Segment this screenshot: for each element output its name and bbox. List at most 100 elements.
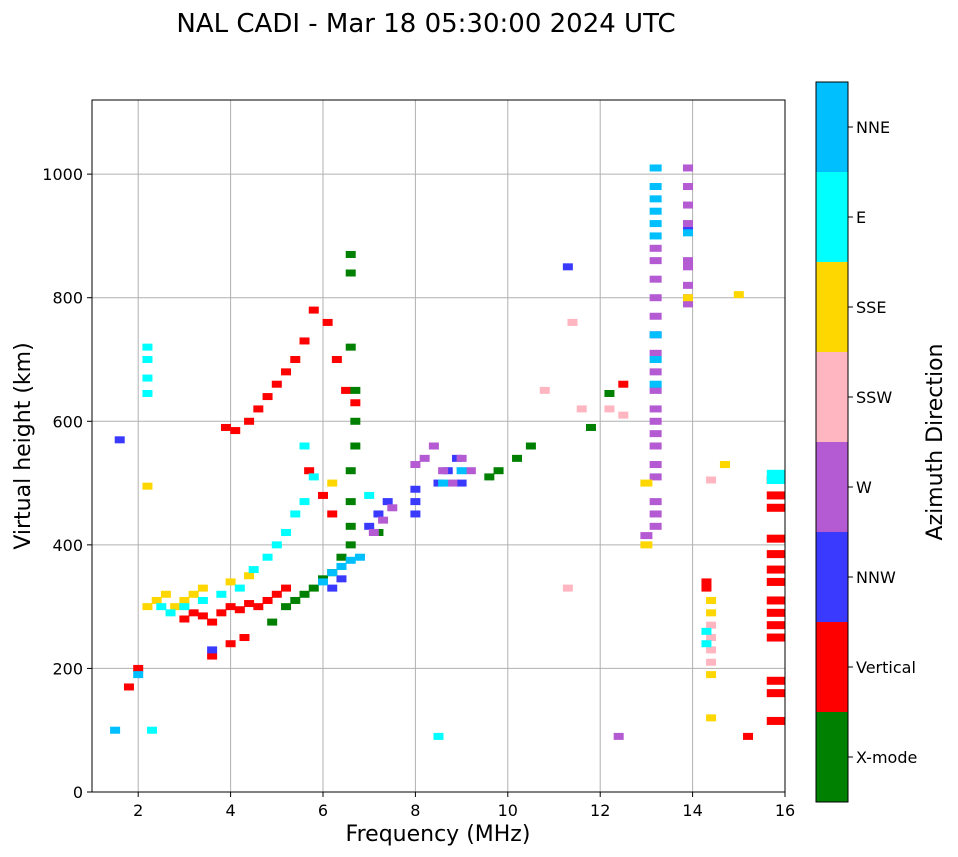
data-point-sse xyxy=(142,603,153,611)
data-point-sse xyxy=(706,714,717,722)
data-point-vertical xyxy=(244,600,255,608)
data-point-e xyxy=(142,374,153,382)
x-tick-label: 6 xyxy=(318,801,328,820)
y-tick-label: 0 xyxy=(73,783,83,802)
data-point-e xyxy=(248,566,259,574)
data-point-e xyxy=(262,553,273,561)
data-point-nnw xyxy=(456,479,467,487)
data-point-nnw xyxy=(327,584,338,592)
data-point-e xyxy=(197,596,208,604)
colorbar-title: Azimuth Direction xyxy=(923,343,948,540)
data-point-e xyxy=(290,510,301,518)
x-tick-label: 2 xyxy=(133,801,143,820)
data-point-ssw xyxy=(618,411,629,419)
data-point-vertical xyxy=(766,621,785,630)
data-point-w xyxy=(649,461,662,469)
data-point-vertical xyxy=(197,612,208,620)
data-point-w xyxy=(640,532,653,540)
data-point-w xyxy=(649,405,662,413)
data-point-sse xyxy=(188,590,199,598)
data-point-nne xyxy=(336,562,347,570)
data-point-w xyxy=(613,732,624,740)
data-point-e xyxy=(701,640,712,648)
data-point-w xyxy=(368,529,379,536)
data-point-x-mode xyxy=(350,442,361,450)
data-point-e xyxy=(156,603,167,611)
data-point-vertical xyxy=(271,590,282,598)
colorbar-segment xyxy=(816,262,848,352)
data-point-e xyxy=(147,726,158,734)
data-point-vertical xyxy=(766,633,785,642)
data-point-vertical xyxy=(234,606,245,614)
data-point-vertical xyxy=(253,405,264,413)
data-point-nne xyxy=(110,726,121,734)
data-point-x-mode xyxy=(308,584,319,592)
data-point-sse xyxy=(179,596,190,604)
data-point-e xyxy=(308,473,319,481)
data-point-vertical xyxy=(766,491,785,500)
data-points xyxy=(110,164,785,740)
data-point-vertical xyxy=(271,380,282,388)
data-point-w xyxy=(410,461,421,469)
data-point-w xyxy=(649,257,662,265)
data-point-e xyxy=(142,343,153,351)
y-tick-label: 600 xyxy=(52,412,83,431)
data-point-vertical xyxy=(766,503,785,512)
data-point-nnw xyxy=(373,510,384,518)
data-point-e xyxy=(271,541,282,549)
data-point-w xyxy=(649,473,662,481)
data-point-x-mode xyxy=(345,498,356,506)
data-point-w xyxy=(682,201,693,209)
data-point-sse xyxy=(244,572,255,580)
data-point-sse xyxy=(142,482,153,490)
data-point-sse xyxy=(733,291,744,299)
data-point-x-mode xyxy=(512,454,523,462)
colorbar-segment xyxy=(816,172,848,262)
data-point-x-mode xyxy=(345,541,356,549)
colorbar-segment xyxy=(816,712,848,802)
data-point-ssw xyxy=(706,476,717,484)
data-point-e xyxy=(281,529,292,536)
data-point-vertical xyxy=(304,467,315,475)
data-point-w xyxy=(682,281,693,289)
data-point-e xyxy=(234,584,245,592)
colorbar: X-mode Vertical NNW W SSW SSE E NNE xyxy=(815,81,917,803)
data-point-w xyxy=(649,368,662,376)
data-point-vertical xyxy=(341,386,352,394)
data-point-w xyxy=(649,498,662,506)
colorbar-tick-label: NNW xyxy=(856,568,896,587)
data-point-x-mode xyxy=(345,343,356,351)
data-point-sse xyxy=(151,596,162,604)
data-point-nne xyxy=(682,229,693,237)
data-point-w xyxy=(649,430,662,438)
colorbar-frame xyxy=(815,81,849,803)
data-point-sse xyxy=(170,603,181,611)
data-point-vertical xyxy=(262,393,273,401)
data-point-w xyxy=(682,263,693,271)
colorbar-segment xyxy=(816,352,848,442)
data-point-vertical xyxy=(766,596,785,605)
data-point-nne xyxy=(456,467,467,475)
data-point-nnw xyxy=(410,510,421,518)
data-point-ssw xyxy=(567,318,578,326)
data-point-w xyxy=(387,504,398,512)
data-point-sse xyxy=(706,671,717,679)
data-point-w xyxy=(649,275,662,283)
data-point-w xyxy=(456,454,467,462)
data-point-e xyxy=(142,356,153,363)
y-tick-label: 400 xyxy=(52,536,83,555)
data-point-w xyxy=(682,220,693,228)
data-point-nnw xyxy=(382,498,393,506)
data-point-x-mode xyxy=(604,389,615,397)
data-point-x-mode xyxy=(345,467,356,475)
data-point-e xyxy=(299,498,310,506)
axis-ticks: 2 4 6 8 10 12 14 16 0 200 400 600 800 1000 xyxy=(42,165,795,820)
data-point-x-mode xyxy=(350,417,361,425)
data-point-w xyxy=(649,417,662,425)
data-point-vertical xyxy=(216,609,227,617)
data-point-ssw xyxy=(706,646,717,654)
data-point-vertical xyxy=(230,427,241,435)
data-point-vertical xyxy=(327,510,338,518)
data-point-vertical xyxy=(290,356,301,363)
data-point-sse xyxy=(225,578,236,586)
